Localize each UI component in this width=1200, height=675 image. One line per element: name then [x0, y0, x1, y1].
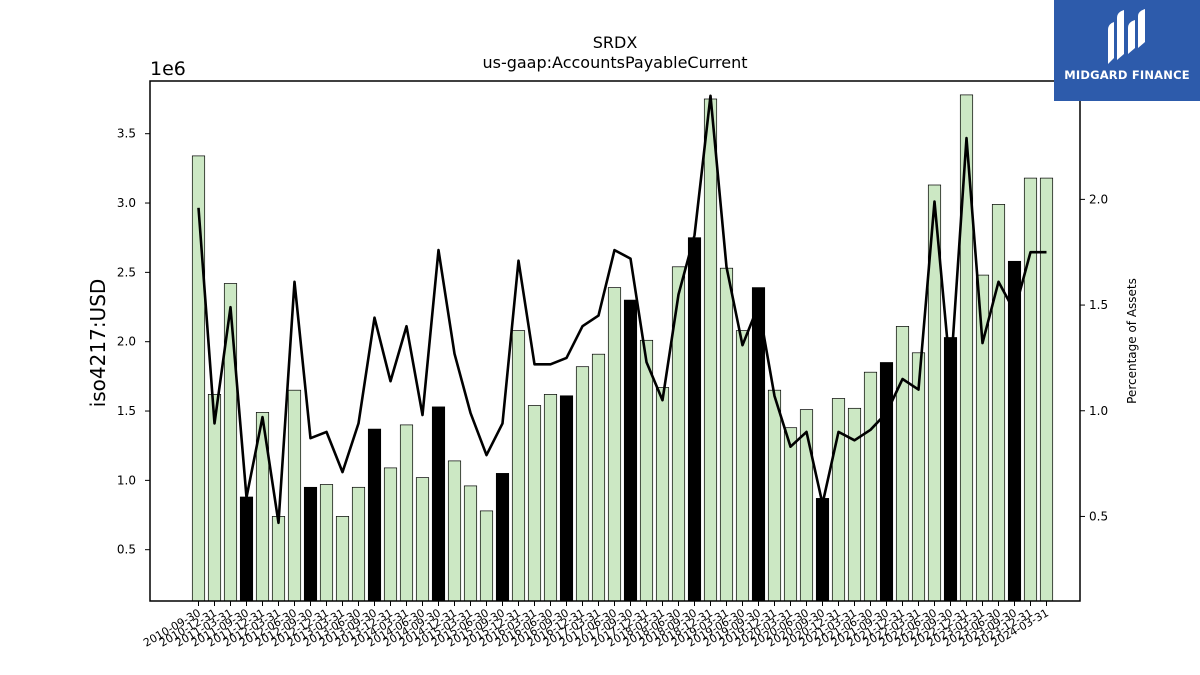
bar-2014-12-31	[447, 460, 462, 602]
bar-2012-09-30	[303, 486, 318, 602]
bar-2021-06-30	[863, 371, 878, 602]
bar-group	[191, 94, 1054, 602]
bar-2022-09-30	[943, 337, 958, 602]
bar-2019-12-31	[767, 389, 782, 602]
bar-2017-03-31	[591, 353, 606, 602]
y-axis-ticks: 0.5 1.0 1.5 2.0 2.5 3.0 3.5	[117, 127, 150, 557]
y-tick-label: 2.0	[117, 335, 136, 349]
bar-2020-06-30	[799, 409, 814, 602]
bar-2015-03-31	[463, 485, 478, 602]
y2-tick-label: 2.0	[1089, 192, 1108, 206]
y2-tick-label: 0.5	[1089, 509, 1108, 523]
y-tick-label: 0.5	[117, 543, 136, 557]
percentage-of-assets-line	[197, 94, 1047, 525]
bar-2010-12-31	[207, 394, 222, 602]
bar-2018-09-30	[687, 237, 702, 602]
bar-2012-12-31	[319, 484, 334, 602]
bar-2011-09-30	[239, 496, 254, 602]
bar-2013-12-31	[383, 467, 398, 602]
bar-2017-06-30	[607, 287, 622, 602]
plot-frame	[149, 80, 1081, 602]
bar-2014-09-30	[431, 406, 446, 602]
bar-2014-03-31	[399, 424, 414, 602]
bar-2022-12-31	[959, 94, 974, 602]
x-axis-ticks: 2010-09-302010-12-312011-03-312011-09-30…	[141, 601, 1051, 650]
bar-2014-06-30	[415, 477, 430, 602]
bar-2020-03-31	[783, 427, 798, 602]
bar-2017-12-31	[639, 339, 654, 602]
bar-2012-06-30	[287, 389, 302, 602]
bar-2016-12-31	[575, 366, 590, 602]
y2-axis-label: Percentage of Assets	[1125, 278, 1139, 404]
line-series	[197, 94, 1047, 525]
bar-2015-09-30	[495, 473, 510, 602]
chart-title: SRDX	[593, 33, 638, 52]
bar-2015-06-30	[479, 510, 494, 602]
y-tick-label: 3.0	[117, 196, 136, 210]
bar-2024-03-31	[1039, 177, 1054, 602]
y-axis-label: iso4217:USD	[86, 279, 110, 408]
bar-2015-12-31	[511, 330, 526, 602]
bar-2019-06-30	[735, 330, 750, 602]
bar-2023-12-31	[1023, 177, 1038, 602]
y-axis-offset-label: 1e6	[150, 58, 186, 80]
bar-2020-12-31	[831, 398, 846, 602]
bar-2023-06-30	[991, 204, 1006, 602]
bar-2018-03-31	[655, 387, 670, 602]
y2-axis-ticks: 0.51.01.52.02.5	[1080, 87, 1108, 523]
brand-logo: MIDGARD FINANCE	[1054, 0, 1200, 101]
y-tick-label: 3.5	[117, 127, 136, 141]
chart-subtitle: us-gaap:AccountsPayableCurrent	[482, 53, 747, 72]
bar-2020-09-30	[815, 498, 830, 602]
y-tick-label: 1.5	[117, 404, 136, 418]
bar-2013-09-30	[367, 428, 382, 602]
bar-2019-03-31	[719, 267, 734, 602]
bar-2012-03-31	[271, 516, 286, 602]
bar-2021-12-31	[895, 326, 910, 602]
bar-2016-09-30	[559, 395, 574, 602]
bar-2017-09-30	[623, 299, 638, 602]
logo-mark-icon	[1108, 9, 1145, 64]
bar-2018-12-31	[703, 98, 718, 602]
bar-2013-06-30	[351, 486, 366, 602]
logo-text: MIDGARD FINANCE	[1064, 68, 1190, 82]
y-tick-label: 1.0	[117, 473, 136, 487]
y-tick-label: 2.5	[117, 265, 136, 279]
bar-2016-06-30	[543, 394, 558, 602]
bar-2021-09-30	[879, 362, 894, 602]
y2-tick-label: 1.5	[1089, 298, 1108, 312]
bar-2013-03-31	[335, 516, 350, 602]
y2-tick-label: 1.0	[1089, 404, 1108, 418]
bar-2016-03-31	[527, 405, 542, 602]
